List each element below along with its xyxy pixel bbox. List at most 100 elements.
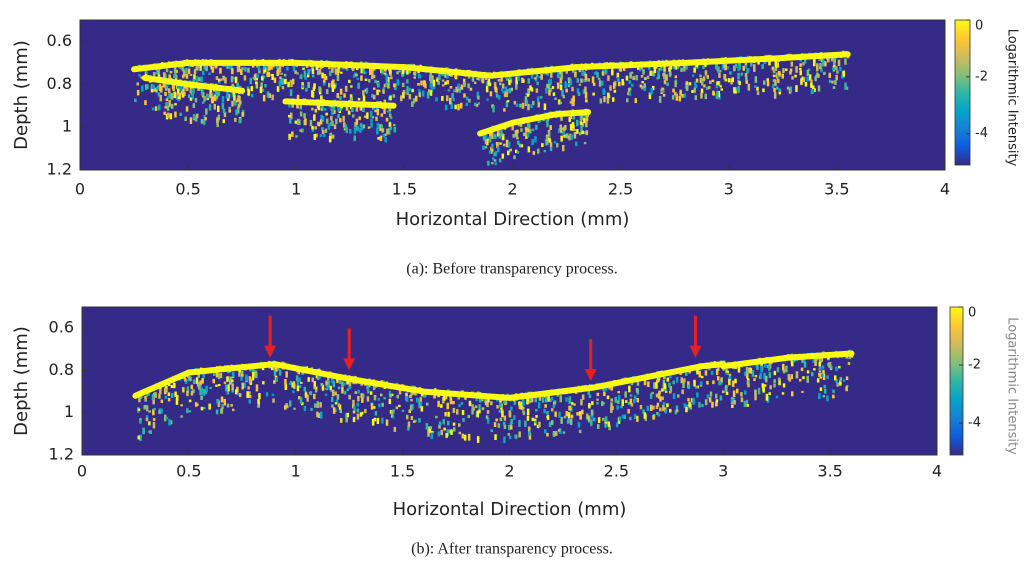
speckle <box>373 95 376 99</box>
speckle <box>587 78 590 81</box>
speckle <box>696 79 699 83</box>
speckle <box>235 109 238 115</box>
speckle <box>820 387 823 391</box>
speckle <box>447 412 450 417</box>
speckle <box>362 90 365 95</box>
speckle <box>517 76 520 81</box>
speckle <box>357 83 360 89</box>
speckle <box>325 394 328 396</box>
speckle <box>568 412 571 418</box>
speckle <box>424 81 427 86</box>
speckle <box>522 407 525 410</box>
speckle <box>343 93 346 97</box>
x-axis-label: Horizontal Direction (mm) <box>396 209 630 230</box>
speckle <box>813 59 816 66</box>
speckle <box>596 402 599 405</box>
speckle <box>665 391 668 393</box>
speckle <box>165 396 168 399</box>
speckle <box>195 98 198 102</box>
speckle <box>300 74 303 79</box>
y-tick-label: 1.2 <box>49 445 74 464</box>
speckle <box>241 374 244 377</box>
speckle <box>445 105 448 111</box>
speckle <box>571 402 574 405</box>
speckle <box>233 95 236 101</box>
speckle <box>220 373 223 378</box>
speckle <box>516 104 519 107</box>
speckle <box>142 428 145 434</box>
speckle <box>449 98 452 105</box>
speckle <box>848 362 851 365</box>
speckle <box>464 435 467 441</box>
speckle <box>614 90 617 93</box>
speckle <box>513 155 516 159</box>
speckle <box>158 105 161 111</box>
speckle <box>544 103 547 110</box>
speckle <box>171 93 174 100</box>
speckle <box>397 395 400 399</box>
speckle <box>757 91 760 95</box>
speckle <box>656 394 659 398</box>
speckle <box>381 129 384 133</box>
speckle <box>406 415 409 419</box>
speckle <box>695 95 698 100</box>
speckle <box>313 114 316 120</box>
speckle <box>773 384 776 388</box>
speckle <box>843 380 846 382</box>
speckle <box>165 386 168 388</box>
speckle <box>450 398 453 404</box>
speckle <box>302 85 305 88</box>
x-tick-label: 4 <box>932 462 942 481</box>
speckle <box>263 95 266 101</box>
speckle <box>146 405 149 411</box>
speckle <box>472 77 475 82</box>
speckle <box>498 79 501 82</box>
speckle <box>733 391 736 398</box>
speckle <box>548 138 551 141</box>
speckle <box>562 131 565 135</box>
x-tick-label: 1 <box>291 180 301 199</box>
speckle <box>758 388 761 394</box>
speckle <box>348 111 351 115</box>
speckle <box>691 90 694 93</box>
speckle <box>619 416 622 421</box>
speckle <box>836 382 839 386</box>
speckle <box>732 77 735 82</box>
speckle <box>200 396 203 400</box>
speckle <box>350 85 353 88</box>
speckle <box>377 109 380 116</box>
speckle <box>408 88 411 92</box>
speckle <box>468 415 471 418</box>
speckle <box>580 79 583 83</box>
speckle <box>341 387 344 394</box>
speckle <box>489 150 492 153</box>
speckle <box>806 376 809 382</box>
speckle <box>525 128 528 131</box>
speckle <box>547 415 550 420</box>
speckle <box>644 412 647 418</box>
speckle <box>564 125 567 130</box>
speckle <box>788 374 791 380</box>
x-tick-label: 0 <box>77 462 87 481</box>
speckle <box>669 409 672 413</box>
speckle <box>240 69 243 75</box>
speckle <box>443 428 446 431</box>
speckle <box>381 69 384 74</box>
speckle <box>721 88 724 90</box>
speckle <box>311 90 314 97</box>
speckle <box>672 381 675 385</box>
speckle <box>560 85 563 90</box>
speckle <box>738 369 741 373</box>
speckle <box>597 393 600 396</box>
speckle <box>226 92 229 99</box>
speckle <box>568 83 571 85</box>
speckle <box>358 116 361 120</box>
speckle <box>256 78 259 80</box>
speckle <box>501 133 504 136</box>
speckle <box>576 412 579 415</box>
speckle <box>618 82 621 87</box>
speckle <box>485 146 488 148</box>
speckle <box>762 383 765 387</box>
speckle <box>720 396 723 401</box>
colorbar <box>950 307 963 455</box>
